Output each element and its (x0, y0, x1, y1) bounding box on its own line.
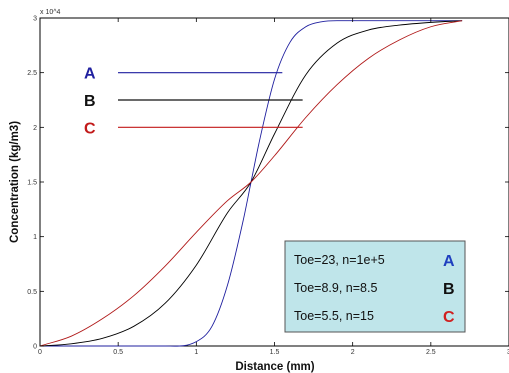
x-tick-label: 0.5 (113, 349, 123, 356)
y-tick-label: 1.5 (27, 180, 37, 187)
x-tick-label: 0 (38, 349, 42, 356)
legend: Toe=23, n=1e+5 A Toe=8.9, n=8.5 B Toe=5.… (284, 240, 466, 333)
x-tick-label: 1 (194, 349, 198, 356)
annotation-label-a: A (84, 66, 96, 83)
legend-entry-a-letter: A (443, 253, 455, 270)
x-tick-label: 3 (507, 349, 509, 356)
series-layer (39, 20, 463, 347)
legend-box (284, 240, 466, 333)
y-tick-label: 1 (33, 234, 37, 241)
legend-entry-b-letter: B (443, 281, 455, 298)
series-line-c (39, 20, 463, 347)
legend-entry-b-text: Toe=8.9, n=8.5 (294, 281, 377, 295)
x-tick-label: 1.5 (270, 349, 280, 356)
y-tick-label: 3 (33, 16, 37, 23)
ticks-layer: 0 0.5 1 1.5 2 2.5 3 0 0.5 1 1.5 2 2.5 3 (27, 16, 509, 356)
annotation-label-b: B (84, 93, 96, 110)
legend-entry-c-letter: C (443, 309, 455, 326)
legend-entry-c-text: Toe=5.5, n=15 (294, 309, 374, 323)
y-axis-label: Concentration (kg/m3) (9, 121, 21, 243)
y-tick-label: 2 (33, 125, 37, 132)
legend-entry-a-text: Toe=23, n=1e+5 (294, 253, 385, 267)
y-tick-label: 0 (33, 344, 37, 351)
series-line-a (40, 20, 463, 347)
annotation-label-c: C (84, 120, 96, 137)
annotation-layer: ABC (84, 66, 303, 137)
x-axis-label: Distance (mm) (235, 361, 314, 373)
y-tick-label: 2.5 (27, 70, 37, 77)
x-tick-label: 2 (351, 349, 355, 356)
y-tick-label: 0.5 (27, 289, 37, 296)
x-tick-label: 2.5 (426, 349, 436, 356)
y-multiplier: x 10^4 (40, 9, 61, 16)
